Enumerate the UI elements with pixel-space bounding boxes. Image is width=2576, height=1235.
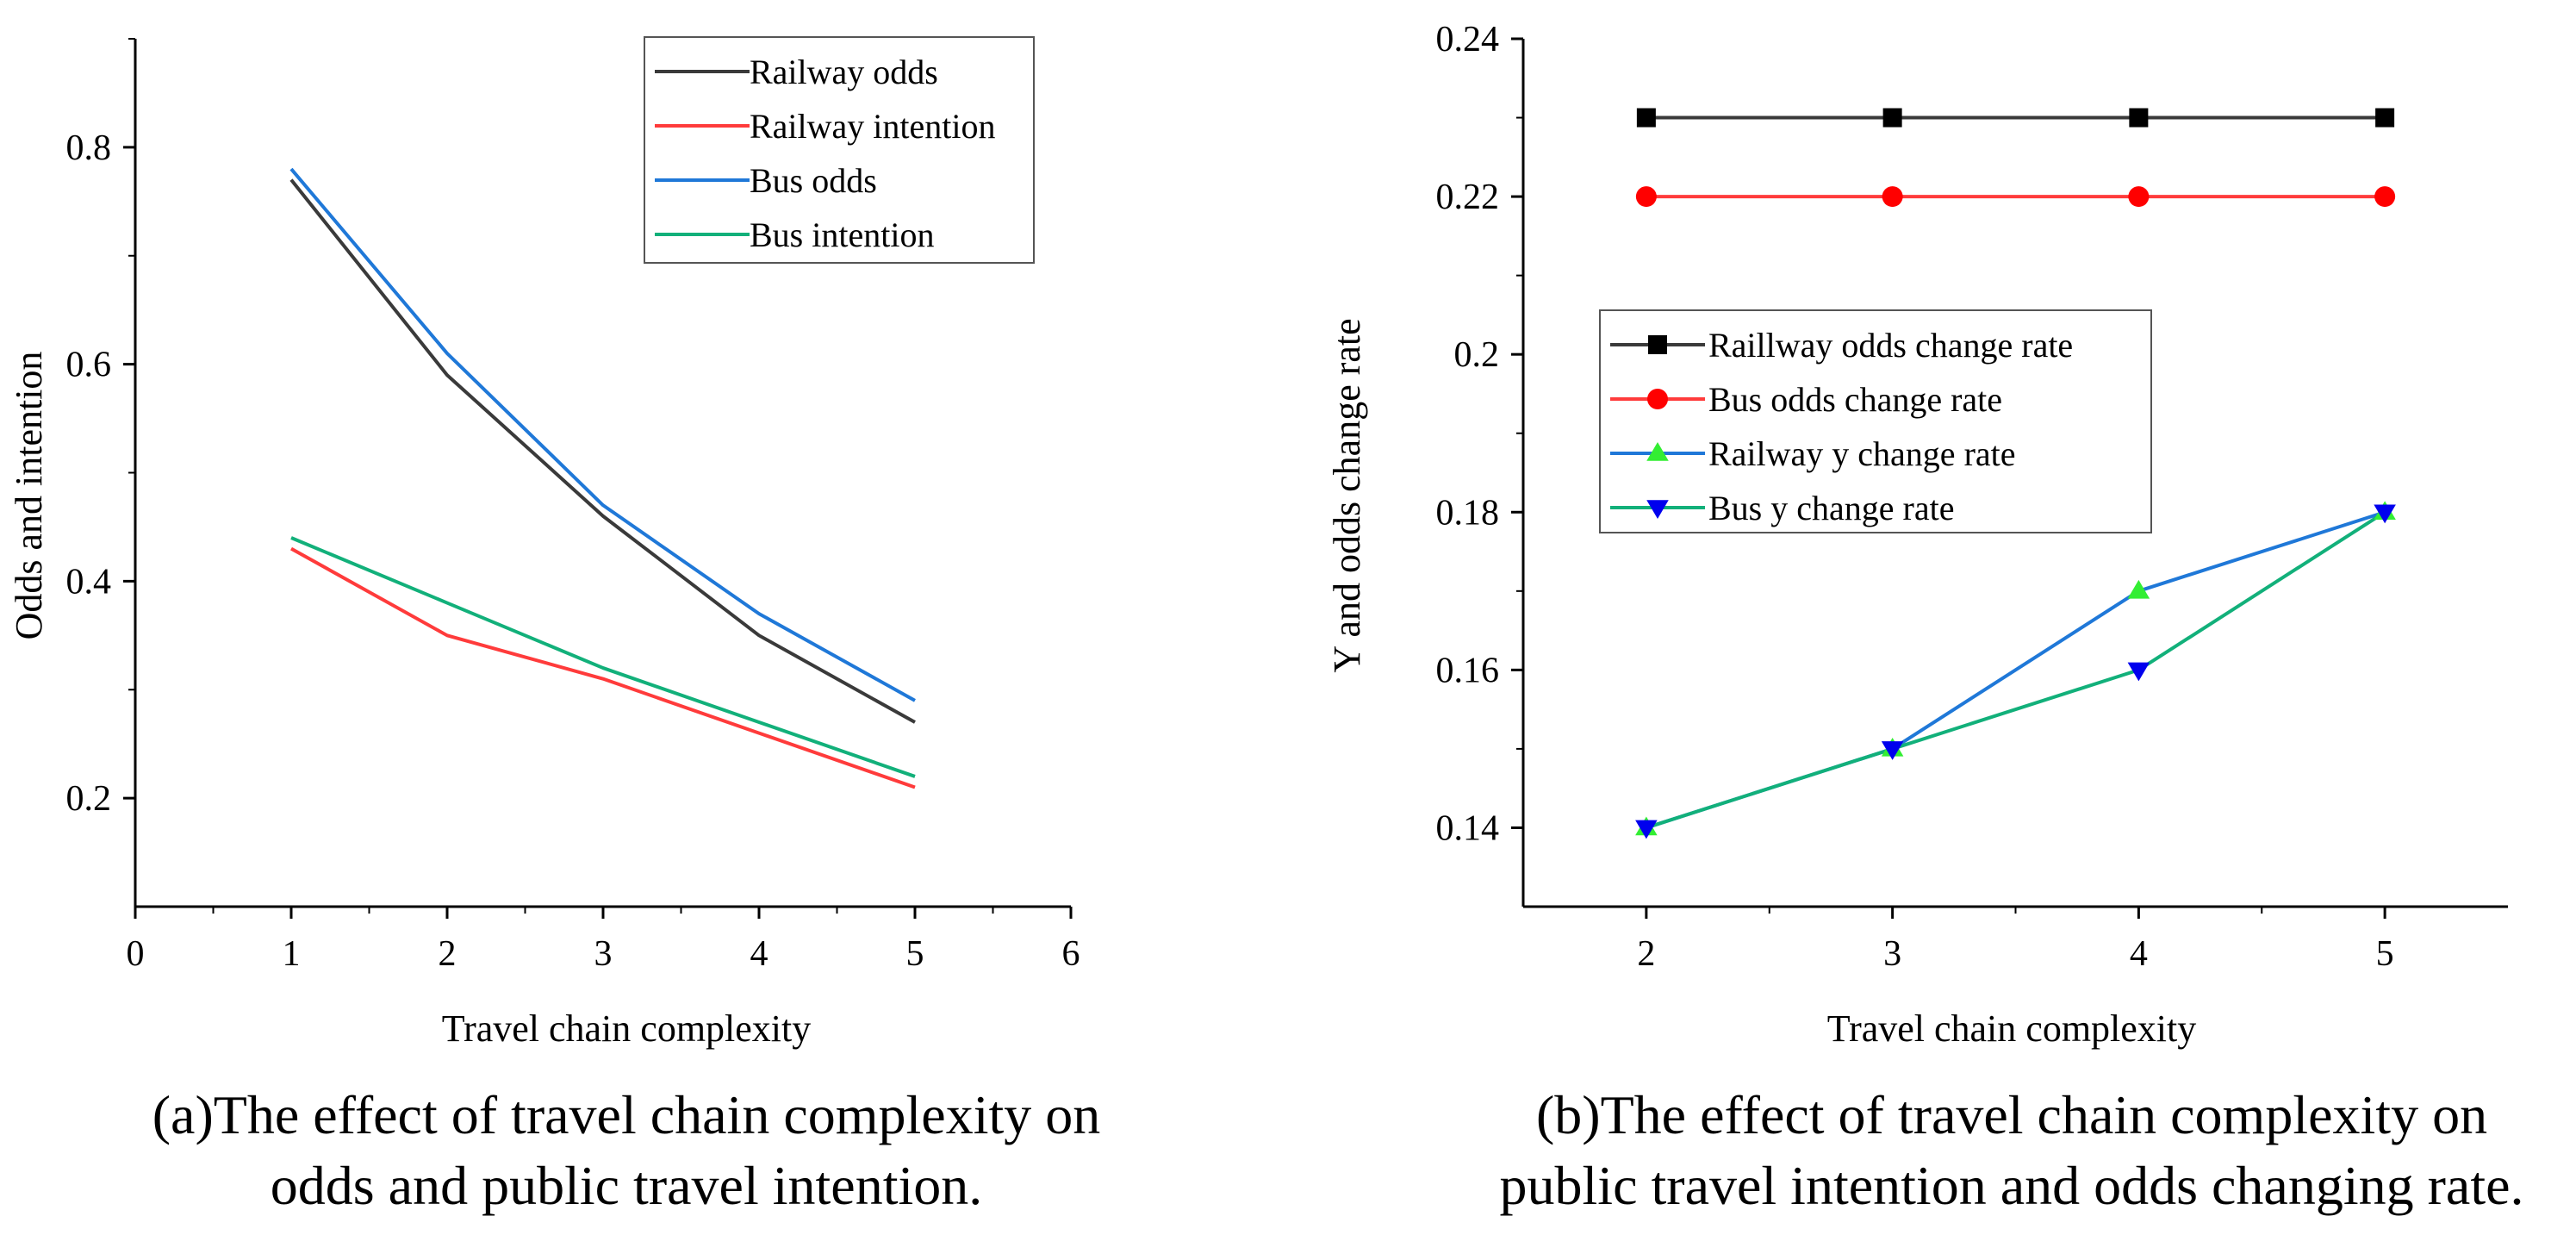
chart-b-legend-label: Bus y change rate — [1708, 489, 1954, 527]
chart-a-series-line — [289, 167, 916, 702]
chart-b-legend-label: Bus odds change rate — [1708, 380, 2002, 419]
chart-b-legend-box — [1599, 309, 2152, 533]
chart-b-y-tick-label: 0.2 — [1454, 335, 1500, 375]
chart-a: 0.20.40.60.80 1 2 3 4 5 6 Railway oddsRailway … — [8, 36, 1101, 1216]
chart-a-x-tick-label: 0 — [127, 934, 145, 974]
chart-a-lines — [289, 167, 916, 789]
chart-a-y-axis-label: Odds and intention — [8, 352, 50, 640]
chart-a-y-tick-label: 0.2 — [66, 779, 112, 819]
chart-b-legend-marker — [1646, 500, 1669, 519]
chart-a-legend-label: Railway intention — [750, 107, 996, 146]
chart-b-x-tick-label: 4 — [2130, 934, 2148, 974]
chart-b-legend-label: Raillway odds change rate — [1708, 326, 2073, 365]
chart-b-y-tick-label: 0.24 — [1436, 20, 1500, 59]
chart-b: 0.14 0.16 0.18 0.2 0.22 0.24 2 3 4 5 Raillway odd… — [1326, 20, 2524, 1216]
chart-a-axes: 0.2 0.4 0.6 0.8 0 1 2 3 4 5 6 — [66, 38, 1080, 974]
chart-a-x-tick-label: 4 — [750, 934, 768, 974]
chart-a-y-tick-label: 0.6 — [66, 346, 112, 385]
chart-b-x-tick-label: 5 — [2376, 934, 2394, 974]
chart-a-x-tick-label: 3 — [594, 934, 613, 974]
chart-b-data-point — [2375, 108, 2395, 128]
chart-b-data-point — [1882, 186, 1903, 208]
chart-a-legend-label: Bus intention — [750, 215, 934, 254]
chart-a-caption-line-1: (a)The effect of travel chain complexity… — [152, 1084, 1101, 1145]
chart-b-y-tick-label: 0.18 — [1436, 493, 1500, 533]
chart-b-data-point — [2127, 579, 2150, 599]
chart-b-data-point — [1635, 186, 1657, 208]
chart-b-y-tick-label: 0.16 — [1436, 651, 1500, 690]
chart-b-legend-marker — [1646, 442, 1669, 461]
chart-b-axes: 0.14 0.16 0.18 0.2 0.22 0.24 2 3 4 5 — [1436, 20, 2508, 974]
chart-b-data-point — [2127, 662, 2150, 682]
chart-b-legend: Raillway odds change rate Bus odds change… — [1599, 309, 2152, 533]
chart-b-legend-marker — [1648, 335, 1667, 354]
chart-b-data-point — [2374, 186, 2396, 208]
chart-a-y-tick-label: 0.8 — [66, 128, 112, 168]
chart-a-legend-box — [644, 36, 1035, 264]
chart-a-x-tick-label: 6 — [1062, 934, 1080, 974]
chart-b-caption-line-2: public travel intention and odds changin… — [1500, 1155, 2524, 1216]
chart-a-series-line — [290, 536, 916, 778]
chart-b-y-axis-label: Y and odds change rate — [1326, 318, 1368, 672]
chart-b-lines — [1635, 108, 2396, 839]
chart-b-y-tick-label: 0.22 — [1436, 178, 1500, 217]
chart-b-series-line — [1646, 510, 2386, 830]
chart-a-series-line — [290, 546, 916, 789]
chart-b-data-point — [1635, 820, 1658, 839]
chart-a-x-tick-label: 2 — [439, 934, 457, 974]
chart-a-caption-line-2: odds and public travel intention. — [271, 1155, 983, 1216]
chart-a-legend-label: Bus odds — [750, 161, 877, 200]
chart-b-data-point — [1881, 741, 1904, 760]
chart-b-series-line — [1646, 510, 2386, 830]
chart-a-x-axis-label: Travel chain complexity — [442, 1007, 812, 1050]
chart-b-legend-label: Railway y change rate — [1708, 434, 2016, 473]
chart-b-data-point — [2128, 186, 2150, 208]
chart-a-x-tick-label: 5 — [906, 934, 924, 974]
chart-a-y-tick-label: 0.4 — [66, 562, 112, 602]
chart-b-legend-marker — [1647, 389, 1668, 409]
chart-a-series-line — [289, 178, 916, 724]
chart-a-legend-label: Railway odds — [750, 53, 938, 91]
chart-b-caption-line-1: (b)The effect of travel chain complexity… — [1536, 1084, 2487, 1145]
chart-b-data-point — [2374, 504, 2396, 524]
chart-b-data-point — [1636, 108, 1656, 128]
chart-b-x-tick-label: 2 — [1637, 934, 1655, 974]
chart-b-x-axis-label: Travel chain complexity — [1827, 1007, 2197, 1050]
chart-b-x-tick-label: 3 — [1883, 934, 1901, 974]
chart-b-y-tick-label: 0.14 — [1436, 808, 1500, 848]
chart-b-data-point — [1882, 108, 1902, 128]
chart-b-data-point — [2129, 108, 2149, 128]
chart-a-x-tick-label: 1 — [283, 934, 301, 974]
chart-a-legend: Railway odds Railway intention Bus odds Bus… — [644, 36, 1035, 264]
